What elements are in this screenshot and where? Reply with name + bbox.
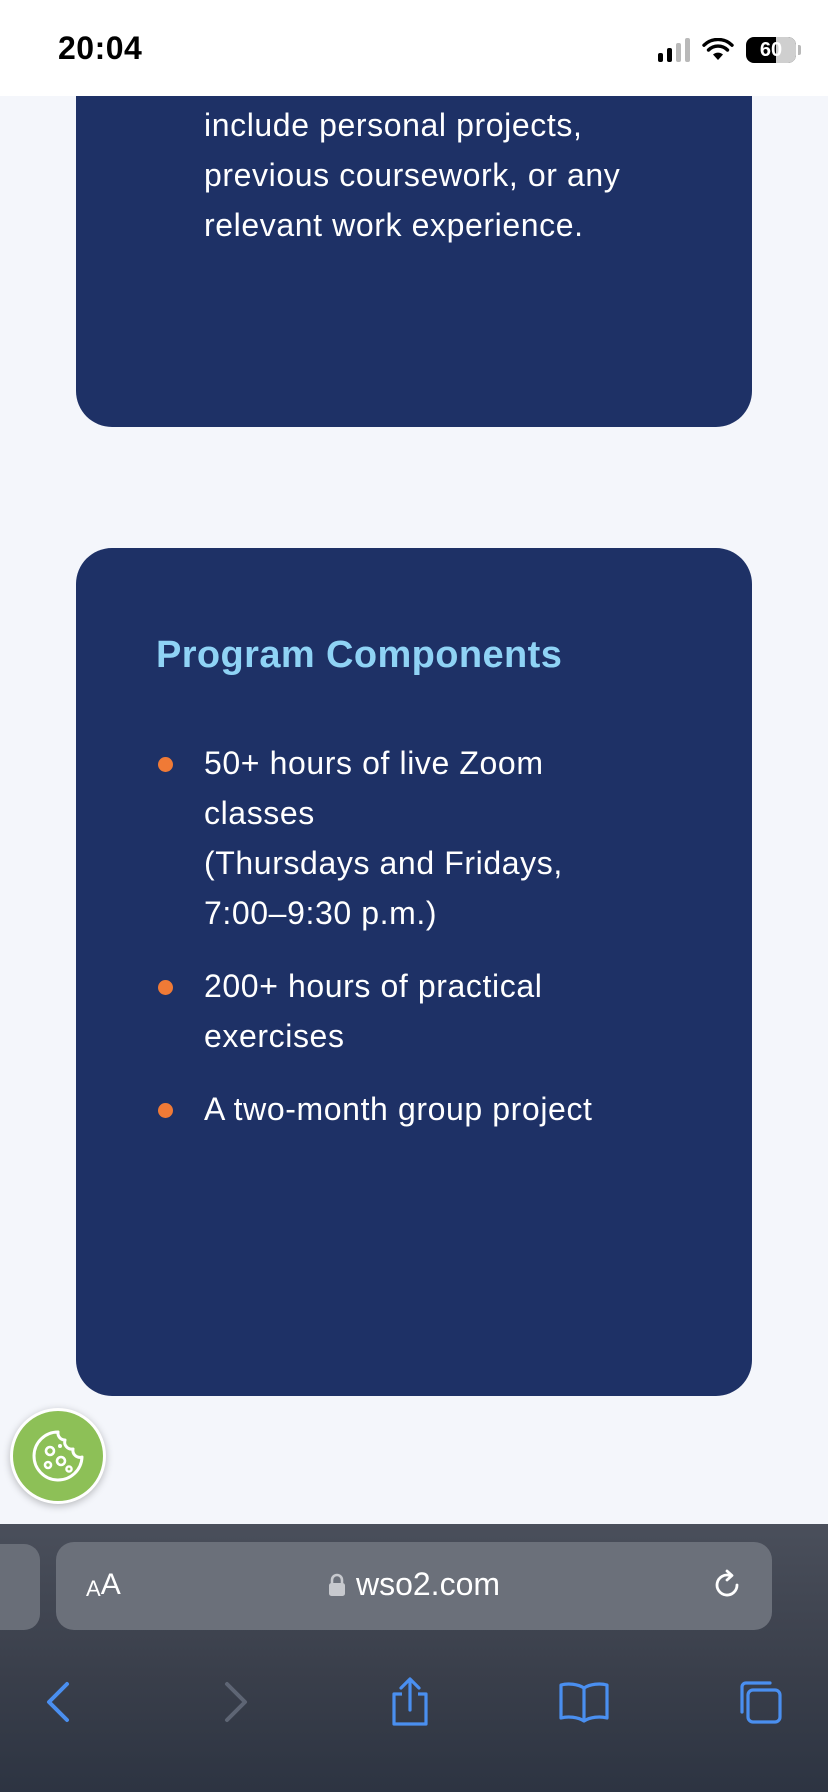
aa-big-label: A <box>100 1568 121 1601</box>
reload-icon[interactable] <box>710 1568 744 1602</box>
bullet-dot <box>158 1103 173 1118</box>
share-button[interactable] <box>380 1672 440 1732</box>
bullet-dot <box>158 980 173 995</box>
reader-options-button[interactable]: A A <box>86 1568 121 1602</box>
status-icons: 60 <box>658 34 801 66</box>
bookmarks-icon <box>559 1682 609 1723</box>
program-components-card: Program Components 50+ hours of live Zoo… <box>76 548 752 1396</box>
forward-button[interactable] <box>206 1672 266 1732</box>
text-line: 200+ hours of practical <box>204 968 543 1004</box>
back-button[interactable] <box>28 1672 88 1732</box>
text-line: A two-month group project <box>204 1091 593 1127</box>
status-bar: 20:04 60 <box>0 0 828 96</box>
program-components-list: 50+ hours of live Zoom classes (Thursday… <box>156 738 696 1157</box>
battery-icon: 60 <box>746 37 801 63</box>
list-item: 200+ hours of practical exercises <box>156 961 696 1061</box>
bullet-dot <box>158 757 173 772</box>
text-line: previous coursework, or any <box>204 157 621 193</box>
status-time: 20:04 <box>58 30 143 66</box>
url-display[interactable]: wso2.com <box>56 1566 772 1603</box>
browser-toolbar <box>0 1654 828 1754</box>
list-item-text: 50+ hours of live Zoom classes (Thursday… <box>204 738 696 938</box>
tabs-icon <box>740 1681 782 1724</box>
url-text: wso2.com <box>355 1566 501 1602</box>
text-line: 50+ hours of live Zoom <box>204 745 544 781</box>
text-line: exercises <box>204 1018 345 1054</box>
back-icon <box>47 1682 69 1722</box>
cookie-settings-button[interactable] <box>10 1408 106 1504</box>
tabs-button[interactable] <box>730 1672 790 1732</box>
wifi-icon <box>702 38 734 60</box>
battery-level: 60 <box>759 39 783 61</box>
text-line: (Thursdays and Fridays, <box>204 845 563 881</box>
text-line: relevant work experience. <box>204 207 584 243</box>
forward-icon <box>225 1682 247 1722</box>
share-icon <box>392 1677 428 1726</box>
list-item-text: A two-month group project <box>204 1084 696 1134</box>
aa-small-label: A <box>86 1576 101 1601</box>
text-line: include personal projects, <box>204 107 583 143</box>
list-item: 50+ hours of live Zoom classes (Thursday… <box>156 738 696 938</box>
previous-tab-preview[interactable] <box>0 1544 40 1630</box>
text-line: classes <box>204 795 315 831</box>
text-line: 7:00–9:30 p.m.) <box>204 895 438 931</box>
list-item: A two-month group project <box>156 1084 696 1134</box>
lock-icon <box>328 1573 345 1596</box>
program-components-title: Program Components <box>156 634 563 676</box>
address-bar[interactable]: A A wso2.com <box>56 1542 772 1630</box>
bookmarks-button[interactable] <box>554 1672 614 1732</box>
list-item-text: 200+ hours of practical exercises <box>204 961 696 1061</box>
cellular-signal-icon <box>658 38 690 62</box>
browser-bottom-bar: A A wso2.com <box>0 1524 828 1792</box>
cookie-icon <box>32 1430 84 1482</box>
